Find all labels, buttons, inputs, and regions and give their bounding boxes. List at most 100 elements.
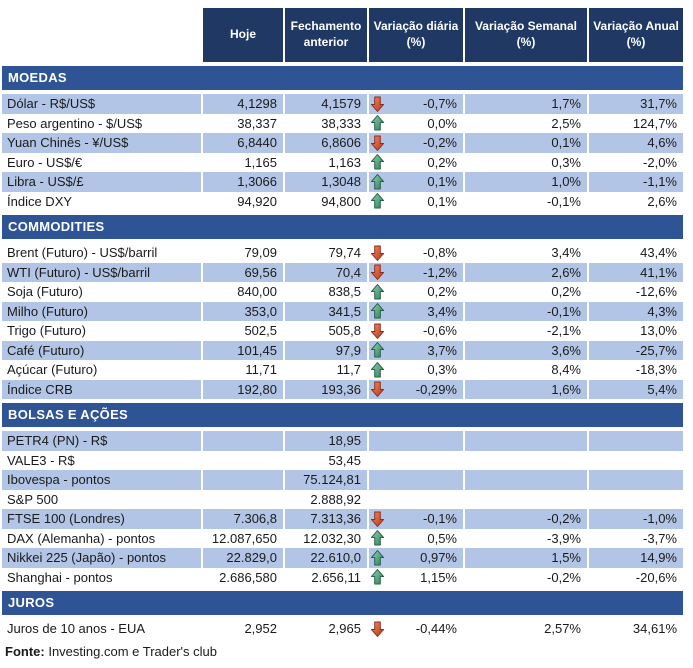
up-arrow-icon bbox=[370, 529, 385, 547]
table-row: Milho (Futuro) 353,0 341,5 3,4% -0,1% 4,3% bbox=[2, 301, 683, 321]
hoje-cell: 2.686,580 bbox=[219, 569, 277, 585]
column-header-variacao-diaria: Variação diária (%) bbox=[369, 8, 463, 62]
variacao-diaria-value: -0,7% bbox=[423, 96, 457, 112]
row-label: Milho (Futuro) bbox=[2, 301, 201, 321]
hoje-cell: 7.306,8 bbox=[203, 509, 283, 529]
variacao-anual-cell: 4,6% bbox=[589, 133, 683, 153]
variacao-anual-cell: 14,9% bbox=[589, 548, 683, 568]
variacao-diaria-value: 3,7% bbox=[427, 342, 457, 358]
table-row: FTSE 100 (Londres) 7.306,8 7.313,36 -0,1% -0… bbox=[2, 509, 683, 529]
variacao-anual-cell bbox=[589, 451, 683, 471]
variacao-diaria-cell: 0,97% bbox=[369, 548, 463, 568]
variacao-diaria-value: -0,29% bbox=[415, 381, 457, 397]
hoje-cell: 38,337 bbox=[237, 115, 277, 131]
variacao-semanal-cell: 0,1% bbox=[465, 133, 587, 153]
fechamento-anterior-cell: 12.032,30 bbox=[303, 530, 361, 546]
variacao-diaria-cell: -0,6% bbox=[369, 321, 463, 341]
variacao-semanal-cell: 8,4% bbox=[551, 362, 581, 378]
variacao-diaria-cell: 1,15% bbox=[369, 568, 463, 588]
variacao-diaria-value: 1,15% bbox=[420, 569, 457, 585]
fechamento-anterior-cell: 1,163 bbox=[328, 154, 361, 170]
fechamento-anterior-cell: 341,5 bbox=[285, 301, 367, 321]
table-row: Soja (Futuro) 840,00 838,5 0,2% 0,2% -12,6% bbox=[2, 282, 683, 302]
table-row: S&P 500 2.888,92 bbox=[2, 490, 683, 510]
table-row: WTI (Futuro) - US$/barril 69,56 70,4 -1,2% 2… bbox=[2, 262, 683, 282]
row-label: Juros de 10 anos - EUA bbox=[7, 621, 146, 637]
variacao-semanal-cell: 2,6% bbox=[465, 262, 587, 282]
hoje-cell: 192,80 bbox=[203, 379, 283, 399]
table-section: COMMODITIES Brent (Futuro) - US$/barril 79… bbox=[2, 215, 693, 399]
fechamento-anterior-cell: 2.656,11 bbox=[311, 569, 361, 585]
variacao-semanal-cell bbox=[465, 490, 587, 510]
fechamento-anterior-cell: 505,8 bbox=[328, 323, 361, 339]
up-arrow-icon bbox=[370, 173, 385, 191]
fechamento-anterior-cell: 838,5 bbox=[328, 284, 361, 300]
hoje-cell: 2,952 bbox=[244, 621, 277, 637]
hoje-cell: 4,1298 bbox=[203, 94, 283, 114]
row-label: FTSE 100 (Londres) bbox=[2, 509, 201, 529]
up-arrow-icon bbox=[370, 568, 385, 586]
table-row: Peso argentino - $/US$ 38,337 38,333 0,0% 2,… bbox=[2, 114, 683, 134]
variacao-diaria-value: 0,2% bbox=[427, 284, 457, 300]
fechamento-anterior-cell: 1,3048 bbox=[285, 172, 367, 192]
variacao-semanal-cell: -3,9% bbox=[547, 530, 581, 546]
table-row: Índice DXY 94,920 94,800 0,1% -0,1% 2,6% bbox=[2, 192, 683, 212]
header-corner-spacer bbox=[2, 8, 201, 62]
variacao-anual-cell: 13,0% bbox=[640, 323, 677, 339]
variacao-anual-cell bbox=[589, 470, 683, 490]
up-arrow-icon bbox=[370, 283, 385, 301]
variacao-anual-cell: 2,6% bbox=[647, 193, 677, 209]
row-label: Açúcar (Futuro) bbox=[7, 362, 98, 378]
table-row: Açúcar (Futuro) 11,71 11,7 0,3% 8,4% -18,3% bbox=[2, 360, 683, 380]
row-label: Yuan Chinês - ¥/US$ bbox=[2, 133, 201, 153]
table-body: MOEDAS Dólar - R$/US$ 4,1298 4,1579 -0,7% 1,7… bbox=[2, 66, 693, 639]
hoje-cell: 12.087,650 bbox=[211, 530, 277, 546]
fechamento-anterior-cell: 79,74 bbox=[328, 245, 361, 261]
row-label: Café (Futuro) bbox=[2, 340, 201, 360]
up-arrow-icon bbox=[370, 192, 385, 210]
variacao-diaria-value: 0,1% bbox=[427, 193, 457, 209]
table-row: Brent (Futuro) - US$/barril 79,09 79,74 -0,… bbox=[2, 243, 683, 263]
up-arrow-icon bbox=[370, 302, 385, 320]
variacao-anual-cell bbox=[589, 490, 683, 510]
variacao-semanal-cell: 1,7% bbox=[465, 94, 587, 114]
column-header-variacao-semanal: Variação Semanal (%) bbox=[465, 8, 587, 62]
variacao-semanal-cell: -0,2% bbox=[547, 569, 581, 585]
section-header: JUROS bbox=[2, 591, 683, 615]
variacao-diaria-cell: 0,1% bbox=[369, 172, 463, 192]
row-label: S&P 500 bbox=[7, 491, 59, 507]
variacao-anual-cell: 5,4% bbox=[589, 379, 683, 399]
row-label: WTI (Futuro) - US$/barril bbox=[2, 262, 201, 282]
variacao-diaria-value: 0,1% bbox=[427, 174, 457, 190]
variacao-diaria-value: -0,6% bbox=[423, 323, 457, 339]
variacao-semanal-cell bbox=[465, 470, 587, 490]
hoje-cell: 840,00 bbox=[237, 284, 277, 300]
variacao-anual-cell: -2,0% bbox=[643, 154, 677, 170]
variacao-anual-cell: 124,7% bbox=[632, 115, 677, 131]
variacao-diaria-cell: 3,4% bbox=[369, 301, 463, 321]
section-header: COMMODITIES bbox=[2, 215, 683, 239]
up-arrow-icon bbox=[370, 153, 385, 171]
variacao-anual-cell: -20,6% bbox=[635, 569, 677, 585]
table-section: MOEDAS Dólar - R$/US$ 4,1298 4,1579 -0,7% 1,7… bbox=[2, 66, 693, 211]
table-row: Juros de 10 anos - EUA 2,952 2,965 -0,44% 2,… bbox=[2, 619, 683, 639]
variacao-semanal-cell: -0,2% bbox=[465, 509, 587, 529]
down-arrow-icon bbox=[370, 244, 385, 262]
table-row: Libra - US$/£ 1,3066 1,3048 0,1% 1,0% -1,1% bbox=[2, 172, 683, 192]
up-arrow-icon bbox=[370, 114, 385, 132]
table-row: VALE3 - R$ 53,45 bbox=[2, 451, 683, 471]
variacao-diaria-cell: 0,5% bbox=[369, 529, 463, 549]
hoje-cell: 6,8440 bbox=[203, 133, 283, 153]
table-section: BOLSAS E AÇÕES PETR4 (PN) - R$ 18,95 VALE3 … bbox=[2, 403, 693, 587]
variacao-semanal-cell: 3,4% bbox=[551, 245, 581, 261]
variacao-diaria-cell: -0,1% bbox=[369, 509, 463, 529]
row-label: Libra - US$/£ bbox=[2, 172, 201, 192]
table-section: JUROS Juros de 10 anos - EUA 2,952 2,965 -0,… bbox=[2, 591, 693, 639]
variacao-semanal-cell: -0,1% bbox=[547, 193, 581, 209]
row-label: Ibovespa - pontos bbox=[2, 470, 201, 490]
table-row: PETR4 (PN) - R$ 18,95 bbox=[2, 431, 683, 451]
column-header-hoje: Hoje bbox=[203, 8, 283, 62]
variacao-anual-cell: 34,61% bbox=[632, 621, 677, 637]
row-label: Trigo (Futuro) bbox=[7, 323, 86, 339]
variacao-diaria-cell bbox=[369, 431, 463, 451]
